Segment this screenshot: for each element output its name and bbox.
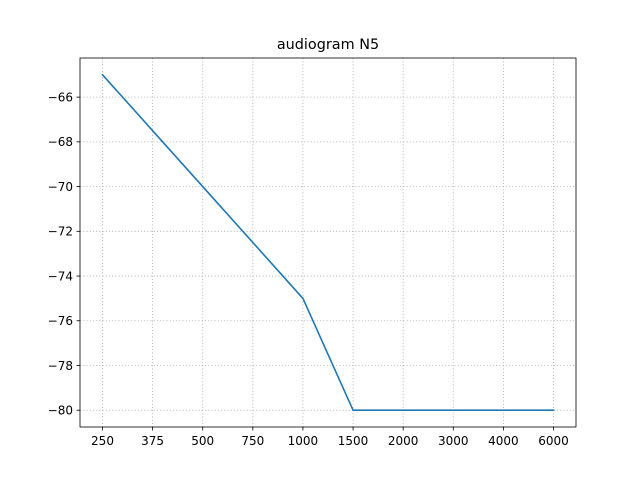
- y-tick-label: −70: [48, 180, 73, 194]
- y-tick-label: −80: [48, 404, 73, 418]
- x-tick-label: 6000: [538, 434, 569, 448]
- x-tick-label: 4000: [488, 434, 519, 448]
- series-layer: [101, 73, 555, 412]
- y-tick-label: −72: [48, 225, 73, 239]
- y-tick-label: −74: [48, 269, 73, 283]
- x-tick-label: 250: [91, 434, 114, 448]
- y-tick-label: −78: [48, 359, 73, 373]
- x-tick-label: 1500: [338, 434, 369, 448]
- plot-frame: [79, 57, 577, 428]
- x-tick-label: 3000: [438, 434, 469, 448]
- y-tick-label: −76: [48, 314, 73, 328]
- x-tick-label: 375: [141, 434, 164, 448]
- tick-layer: 250 375 500 750 1000 1500 2000 3000 4000 6000 −66 −…: [48, 90, 569, 448]
- x-tick-label: 500: [191, 434, 214, 448]
- x-tick-label: 750: [241, 434, 264, 448]
- x-tick-label: 2000: [388, 434, 419, 448]
- y-tick-label: −68: [48, 135, 73, 149]
- chart-title: audiogram N5: [277, 37, 379, 53]
- series-line: [101, 73, 555, 412]
- y-tick-label: −66: [48, 90, 73, 104]
- x-tick-label: 1000: [288, 434, 319, 448]
